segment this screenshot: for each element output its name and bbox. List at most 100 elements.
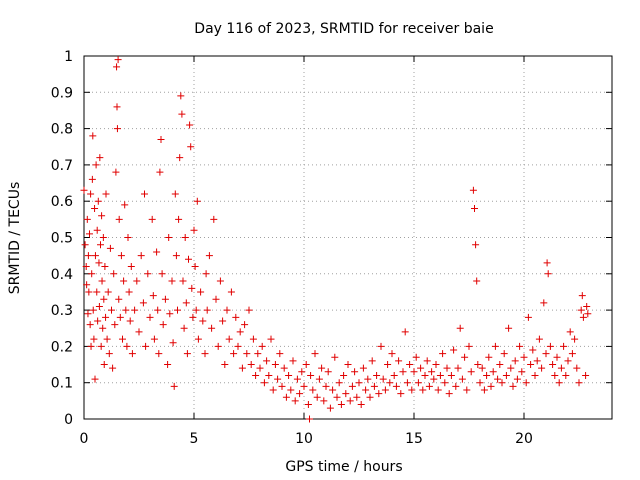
data-point — [520, 353, 528, 361]
data-point — [128, 350, 136, 358]
data-point — [417, 364, 425, 372]
data-point — [498, 379, 506, 387]
data-point — [234, 342, 242, 350]
data-point — [342, 390, 350, 398]
data-point — [190, 226, 198, 234]
x-tick-label: 10 — [295, 431, 313, 447]
data-point — [293, 375, 301, 383]
data-point — [568, 350, 576, 358]
data-point — [175, 215, 183, 223]
data-point — [379, 375, 387, 383]
data-point — [133, 277, 141, 285]
data-point — [364, 375, 372, 383]
data-point — [333, 393, 341, 401]
data-point — [421, 371, 429, 379]
data-point — [557, 364, 565, 372]
data-point — [463, 386, 471, 394]
data-point — [395, 357, 403, 365]
data-point — [181, 234, 189, 241]
data-point — [256, 364, 264, 372]
data-point — [105, 350, 113, 358]
data-point — [513, 375, 521, 383]
data-point — [276, 350, 284, 358]
data-point — [83, 215, 91, 223]
data-point — [194, 335, 202, 343]
data-point — [149, 292, 157, 300]
data-point — [193, 197, 201, 205]
data-point — [529, 346, 537, 354]
data-point — [390, 371, 398, 379]
x-tick-label: 0 — [80, 431, 89, 447]
y-tick-label: 0.1 — [51, 376, 73, 392]
data-point — [94, 197, 102, 205]
y-tick-label: 1 — [64, 49, 73, 65]
data-point — [540, 299, 548, 307]
data-point — [494, 375, 502, 383]
y-tick-label: 0.9 — [51, 85, 73, 101]
data-point — [533, 357, 541, 365]
data-point — [401, 328, 409, 336]
data-point — [546, 342, 554, 350]
data-point — [483, 371, 491, 379]
data-point — [86, 230, 93, 238]
data-point — [287, 386, 295, 394]
data-point — [91, 204, 99, 212]
data-point — [146, 313, 154, 321]
data-point — [174, 306, 181, 314]
data-point — [573, 364, 581, 372]
data-point — [543, 259, 551, 267]
data-point — [313, 393, 321, 401]
data-point — [115, 215, 123, 223]
data-point — [219, 317, 227, 325]
data-point — [263, 357, 271, 365]
data-point — [92, 161, 100, 169]
data-point — [241, 321, 249, 329]
data-point — [337, 400, 345, 408]
data-point — [397, 390, 405, 398]
data-point — [471, 204, 478, 212]
data-point — [178, 110, 186, 118]
data-point — [346, 397, 354, 405]
data-point — [375, 390, 383, 398]
data-point — [368, 357, 376, 365]
data-point — [205, 252, 213, 260]
data-point — [100, 361, 108, 369]
chart-title: Day 116 of 2023, SRMTID for receiver bai… — [194, 21, 493, 37]
data-point — [381, 386, 389, 394]
y-tick-label: 0.6 — [51, 194, 73, 210]
data-point — [104, 288, 112, 296]
data-point — [419, 386, 427, 394]
y-tick-label: 0.2 — [51, 339, 73, 355]
data-point — [84, 252, 92, 260]
data-point — [473, 277, 481, 285]
data-point — [278, 382, 286, 390]
data-point — [551, 371, 559, 379]
data-point — [113, 63, 121, 71]
data-point — [353, 393, 361, 401]
data-point — [93, 226, 101, 234]
data-point — [439, 350, 447, 358]
data-point — [106, 244, 114, 252]
data-point — [414, 379, 422, 387]
data-point — [142, 342, 150, 350]
data-point — [83, 281, 91, 289]
data-point — [119, 335, 126, 343]
data-point — [112, 168, 120, 176]
data-point — [441, 379, 449, 387]
data-point — [230, 350, 238, 358]
data-point — [126, 317, 134, 325]
data-point — [447, 371, 455, 379]
x-axis-ticks: 0 5 10 15 20 — [80, 56, 533, 447]
data-point — [168, 277, 176, 285]
data-point — [97, 342, 105, 350]
data-point — [322, 382, 330, 390]
data-point — [388, 350, 396, 358]
data-point — [165, 234, 173, 241]
data-point — [185, 255, 192, 263]
data-point — [176, 154, 184, 162]
data-point — [86, 321, 94, 329]
data-point — [324, 368, 332, 376]
data-point — [227, 288, 235, 296]
data-point — [223, 306, 231, 314]
data-point — [267, 335, 275, 343]
